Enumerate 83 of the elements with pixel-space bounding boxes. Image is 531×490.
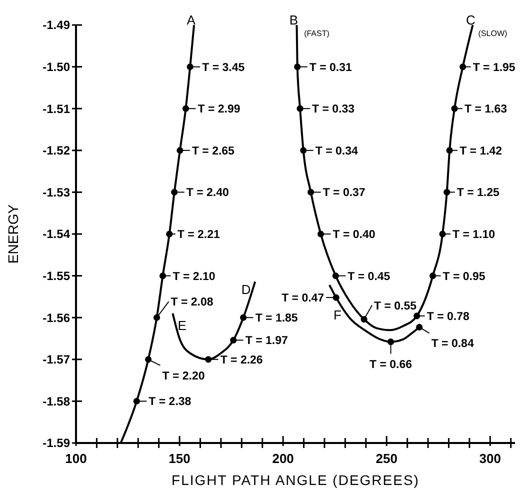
point bbox=[182, 105, 190, 112]
annotation: T = 2.10 bbox=[172, 270, 216, 283]
point bbox=[414, 312, 420, 320]
annotation: T = 0.37 bbox=[322, 187, 366, 200]
annotation: T = 1.42 bbox=[460, 145, 502, 158]
point bbox=[133, 398, 140, 404]
annotation: T = 2.26 bbox=[220, 354, 263, 366]
annotation: T = 0.66 bbox=[369, 358, 412, 371]
annotation: T = 2.65 bbox=[192, 145, 236, 158]
point bbox=[186, 64, 194, 70]
annotation: T = 1.95 bbox=[472, 62, 516, 74]
y-axis-title: ENERGY bbox=[5, 204, 21, 264]
y-tick-label: -1.58 bbox=[42, 394, 70, 408]
annotation: T = 1.63 bbox=[464, 104, 508, 116]
point bbox=[300, 147, 307, 154]
point bbox=[159, 272, 166, 280]
annotation: T = 0.95 bbox=[442, 270, 486, 283]
point bbox=[205, 356, 212, 363]
annotation: T = 2.40 bbox=[186, 187, 229, 200]
annotation: D bbox=[241, 282, 251, 298]
annotation: T = 2.99 bbox=[198, 104, 240, 116]
x-tick-label: 150 bbox=[168, 451, 190, 466]
annotation: T = 2.38 bbox=[148, 396, 192, 408]
annotation: E bbox=[178, 318, 187, 333]
annotation: T = 1.10 bbox=[452, 229, 496, 242]
x-tick-label: 100 bbox=[65, 451, 87, 466]
annotation: T = 0.55 bbox=[374, 300, 418, 312]
annotation: T = 2.08 bbox=[170, 296, 214, 309]
y-tick-label: -1.54 bbox=[42, 227, 70, 242]
y-tick-label: -1.55 bbox=[42, 269, 70, 283]
annotation: T = 0.47 bbox=[282, 292, 324, 305]
point bbox=[317, 230, 324, 238]
annotation: T = 0.78 bbox=[426, 310, 470, 323]
point bbox=[296, 105, 304, 112]
point bbox=[439, 230, 446, 238]
annotation: (FAST) bbox=[304, 28, 330, 38]
annotation: B bbox=[289, 12, 298, 28]
x-axis-title: FLIGHT PATH ANGLE (DEGREES) bbox=[172, 472, 420, 488]
annotation: T = 3.45 bbox=[202, 62, 246, 74]
point bbox=[332, 272, 339, 280]
y-tick-label: -1.52 bbox=[42, 144, 70, 158]
point bbox=[387, 338, 394, 346]
annotation: T = 0.84 bbox=[431, 338, 474, 350]
annotation: T = 0.40 bbox=[332, 229, 376, 242]
annotation: (SLOW) bbox=[478, 28, 508, 38]
annotation: T = 0.31 bbox=[309, 62, 352, 74]
point bbox=[153, 314, 160, 321]
point bbox=[429, 272, 436, 280]
annotation: T = 0.33 bbox=[312, 104, 355, 116]
y-tick-label: -1.49 bbox=[42, 18, 70, 32]
point bbox=[144, 356, 152, 363]
y-tick-label: -1.57 bbox=[42, 352, 70, 367]
point bbox=[416, 324, 423, 331]
annotation: T = 1.85 bbox=[255, 312, 298, 325]
point bbox=[308, 188, 314, 196]
annotation: F bbox=[333, 308, 342, 323]
annotation: T = 2.21 bbox=[177, 229, 221, 242]
point bbox=[240, 314, 247, 321]
y-tick-label: -1.53 bbox=[42, 185, 70, 200]
y-tick-label: -1.51 bbox=[42, 102, 70, 116]
point bbox=[332, 294, 340, 301]
annotation: T = 0.45 bbox=[348, 270, 391, 283]
point bbox=[294, 64, 301, 70]
annotation: T = 0.34 bbox=[315, 145, 358, 158]
point bbox=[166, 230, 173, 238]
x-tick-label: 300 bbox=[479, 451, 502, 466]
annotation: A bbox=[186, 12, 196, 28]
point bbox=[444, 188, 450, 196]
annotation: T = 1.97 bbox=[245, 335, 288, 348]
point bbox=[171, 188, 178, 196]
point bbox=[446, 147, 453, 154]
point bbox=[176, 147, 184, 154]
annotation: C bbox=[466, 12, 476, 28]
point bbox=[451, 105, 458, 112]
point bbox=[460, 64, 466, 70]
point bbox=[230, 336, 237, 344]
annotation: T = 1.25 bbox=[456, 187, 500, 200]
y-tick-label: -1.59 bbox=[42, 436, 70, 450]
y-tick-label: -1.56 bbox=[42, 310, 70, 325]
x-tick-label: 200 bbox=[272, 451, 294, 466]
y-tick-label: -1.50 bbox=[42, 60, 70, 74]
x-tick-label: 250 bbox=[376, 451, 398, 466]
annotation: T = 2.20 bbox=[162, 370, 205, 382]
